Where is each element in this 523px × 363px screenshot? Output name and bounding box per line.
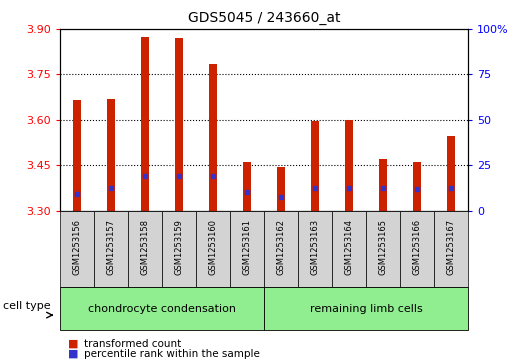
Bar: [94, 211, 128, 287]
Bar: [298, 211, 332, 287]
Text: GSM1253161: GSM1253161: [243, 219, 252, 275]
Text: transformed count: transformed count: [84, 339, 181, 349]
Text: GSM1253160: GSM1253160: [209, 219, 218, 275]
Text: percentile rank within the sample: percentile rank within the sample: [84, 348, 259, 359]
Text: ■: ■: [68, 339, 78, 349]
Text: GSM1253158: GSM1253158: [141, 219, 150, 275]
Bar: [243, 162, 252, 211]
Bar: [400, 211, 434, 287]
Bar: [73, 100, 82, 211]
Bar: [413, 162, 422, 211]
Bar: [264, 211, 298, 287]
Bar: [196, 211, 230, 287]
Bar: [311, 121, 320, 211]
Bar: [434, 211, 468, 287]
Bar: [366, 211, 400, 287]
Bar: [332, 211, 366, 287]
Bar: [230, 211, 264, 287]
Text: GSM1253165: GSM1253165: [379, 219, 388, 275]
Text: GSM1253166: GSM1253166: [413, 219, 422, 275]
Text: GSM1253167: GSM1253167: [447, 219, 456, 275]
Bar: [379, 159, 388, 211]
Bar: [107, 99, 116, 211]
Text: GSM1253164: GSM1253164: [345, 219, 354, 275]
Bar: [209, 64, 218, 211]
Bar: [141, 37, 150, 211]
Bar: [264, 287, 468, 330]
Bar: [60, 287, 264, 330]
Text: ■: ■: [68, 348, 78, 359]
Bar: [175, 38, 184, 211]
Title: GDS5045 / 243660_at: GDS5045 / 243660_at: [188, 11, 340, 25]
Bar: [60, 211, 94, 287]
Bar: [128, 211, 162, 287]
Text: GSM1253162: GSM1253162: [277, 219, 286, 275]
Bar: [447, 136, 456, 211]
Text: chondrocyte condensation: chondrocyte condensation: [88, 303, 236, 314]
Bar: [162, 211, 196, 287]
Text: GSM1253156: GSM1253156: [73, 219, 82, 275]
Text: GSM1253159: GSM1253159: [175, 219, 184, 275]
Bar: [345, 120, 354, 211]
Bar: [277, 167, 286, 211]
Text: GSM1253163: GSM1253163: [311, 219, 320, 275]
Text: remaining limb cells: remaining limb cells: [310, 303, 423, 314]
Text: GSM1253157: GSM1253157: [107, 219, 116, 275]
Text: cell type: cell type: [3, 301, 50, 311]
